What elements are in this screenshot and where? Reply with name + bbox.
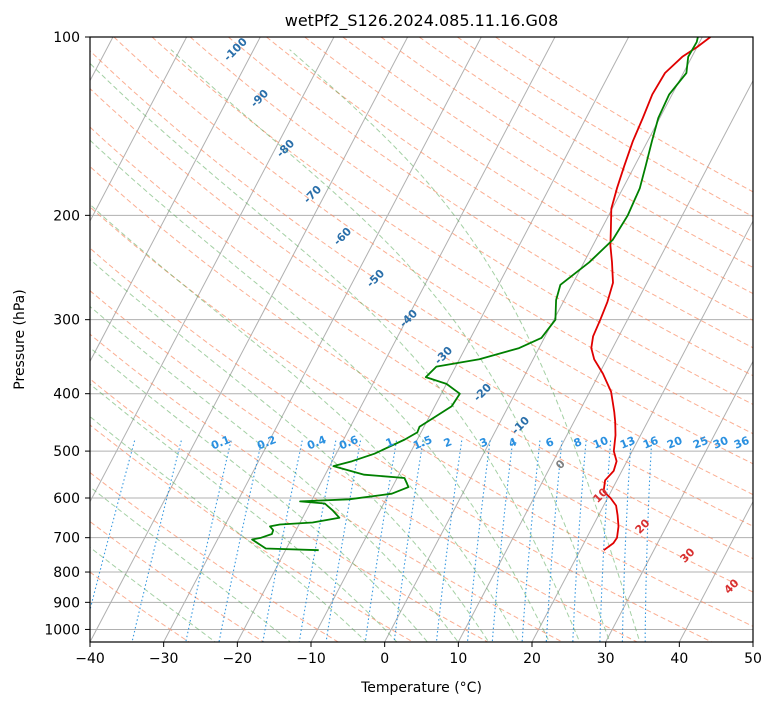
mixing-ratio-line [572, 440, 587, 642]
x-axis-label: Temperature (°C) [360, 680, 482, 696]
isotherm-line [90, 37, 409, 642]
mixing-ratio-label: 2 [442, 435, 454, 450]
isotherm-line [90, 37, 261, 363]
dry-adiabat-line [228, 37, 753, 377]
mixing-ratio-label: 8 [572, 435, 584, 450]
mixing-ratio-label: 1 [384, 435, 396, 450]
dry-adiabat-line [90, 126, 753, 560]
isotherm-line [90, 37, 335, 503]
mixing-ratio-label: 10 [591, 434, 610, 452]
x-tick-label: −20 [223, 651, 253, 667]
moist-adiabat-line [90, 383, 398, 642]
moist-adiabat-line [90, 416, 368, 642]
dry-adiabat-line [90, 87, 753, 527]
temperature-profile-line [590, 37, 711, 551]
axis-ticks: −40 −30 −20 −10 0 10 20 30 40 50 100 200 300 400 500 60… [44, 30, 762, 667]
mixing-ratio-line [466, 440, 491, 642]
y-tick-label: 700 [53, 531, 80, 547]
x-tick-label: −10 [296, 651, 326, 667]
dry-adiabat-line [151, 37, 753, 435]
moist-adiabat-line [289, 49, 641, 642]
x-tick-label: 0 [380, 651, 389, 667]
mixing-ratio-label: 3 [478, 435, 490, 450]
dry-adiabat-line [90, 50, 753, 496]
y-tick-label: 100 [53, 30, 80, 46]
isotherm-line [310, 37, 630, 642]
dewpoint-profile-line [251, 37, 699, 552]
y-tick-label: 500 [53, 444, 80, 460]
profile-lines [251, 37, 711, 552]
dry-adiabat-line [90, 206, 753, 627]
background-lines [90, 37, 753, 642]
isotherm-line [163, 37, 482, 642]
y-tick-label: 800 [53, 565, 80, 581]
x-tick-label: 20 [523, 651, 541, 667]
moist-adiabat-line [170, 49, 611, 642]
dry-adiabat-line [342, 37, 753, 295]
mixing-ratio-line [435, 440, 463, 642]
mixing-ratio-label: 36 [732, 434, 751, 452]
mixing-ratio-label: 25 [691, 434, 710, 452]
isotherm-line [678, 500, 753, 642]
isotherm-line [90, 37, 188, 223]
mixing-ratio-line [545, 440, 563, 642]
dry-adiabat-line [90, 247, 713, 642]
moist-adiabat-line [90, 486, 292, 642]
moist-adiabat-line [90, 203, 520, 642]
dry-adiabat-line [90, 333, 564, 642]
x-tick-label: 30 [597, 651, 615, 667]
isotherm-line [457, 79, 753, 642]
dry-adiabat-line [266, 37, 753, 349]
y-tick-label: 200 [53, 208, 80, 224]
isotherm-line [531, 219, 753, 642]
mixing-ratio-label: 30 [711, 434, 730, 452]
dry-adiabat-line [418, 37, 753, 243]
x-tick-label: 50 [744, 651, 762, 667]
dry-adiabat-line [189, 37, 753, 405]
mixing-ratio-line [185, 440, 232, 642]
mixing-ratio-line [644, 440, 653, 642]
mixing-ratio-label: 16 [641, 434, 660, 452]
dry-adiabat-line [495, 37, 753, 193]
y-tick-label: 300 [53, 313, 80, 329]
mixing-ratio-line [621, 440, 632, 642]
moist-adiabat-line [90, 62, 581, 642]
mixing-ratio-label: 20 [665, 434, 684, 452]
mixing-ratio-line [218, 440, 263, 642]
x-tick-label: −30 [149, 651, 179, 667]
x-tick-label: 10 [449, 651, 467, 667]
dry-adiabat-line [113, 37, 753, 465]
mixing-ratio-line [599, 440, 612, 642]
dry-adiabat-line [90, 165, 753, 593]
y-axis-label: Pressure (hPa) [12, 289, 28, 389]
isotherm-line [605, 360, 753, 642]
y-tick-label: 900 [53, 595, 80, 611]
moist-adiabat-line [90, 139, 550, 642]
dry-adiabat-line [90, 290, 639, 642]
mixing-ratio-line [131, 440, 182, 642]
plot-frame [89, 36, 754, 643]
mixing-ratio-line [90, 440, 136, 612]
x-tick-label: 40 [670, 651, 688, 667]
y-tick-label: 600 [53, 491, 80, 507]
isotherm-line [236, 37, 556, 642]
mixing-ratio-label: 13 [618, 434, 637, 452]
mixing-ratio-line [491, 440, 514, 642]
moist-adiabat-line [90, 305, 459, 642]
chart-title: wetPf2_S126.2024.085.11.16.G08 [285, 11, 559, 31]
dry-adiabat-line [90, 520, 265, 642]
mixing-ratio-line [521, 440, 541, 642]
y-tick-label: 1000 [44, 622, 80, 638]
moist-adiabat-line [90, 258, 490, 642]
y-tick-label: 400 [53, 387, 80, 403]
dry-adiabat-line [90, 424, 414, 642]
x-tick-label: −40 [75, 651, 105, 667]
